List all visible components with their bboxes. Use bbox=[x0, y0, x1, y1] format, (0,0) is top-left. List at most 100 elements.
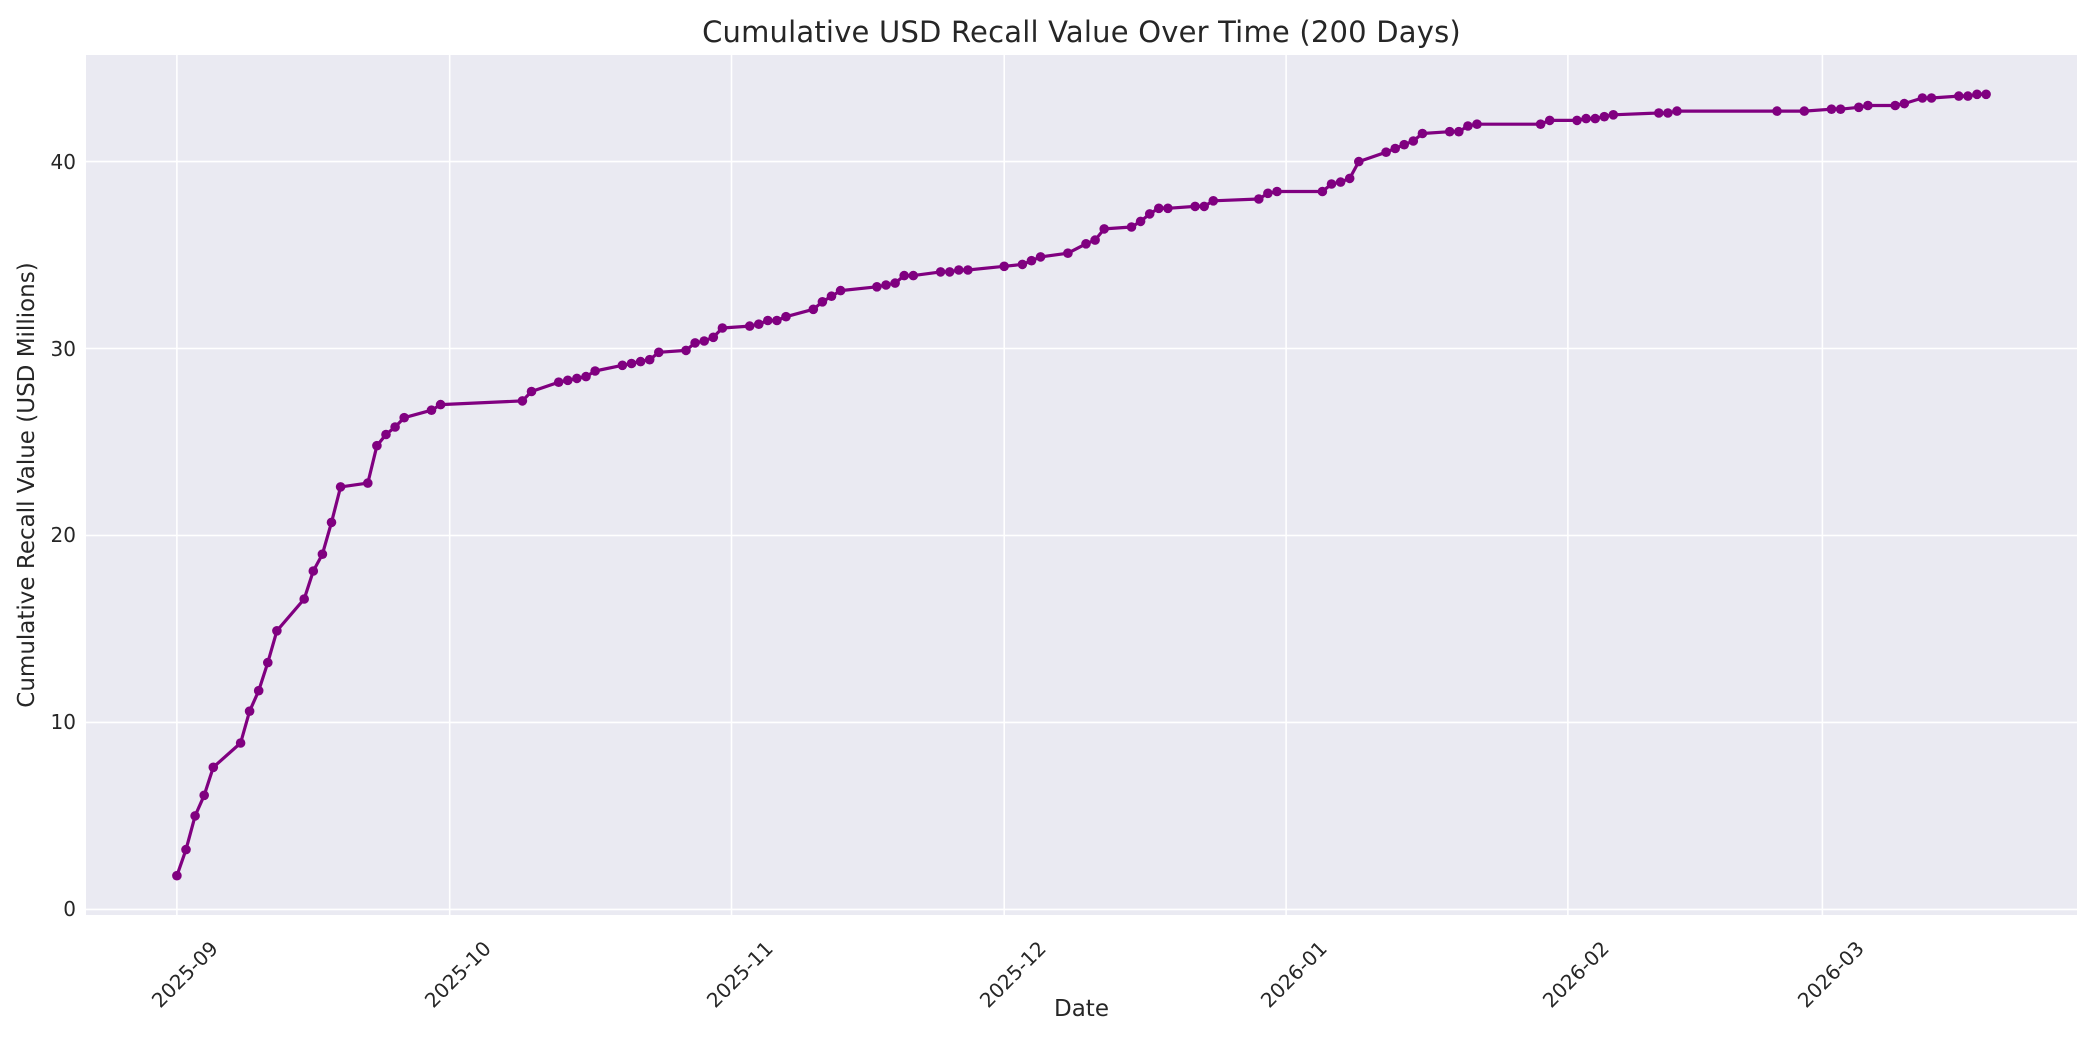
x-axis-label: Date bbox=[1054, 996, 1109, 1022]
data-point bbox=[1326, 179, 1337, 189]
data-point bbox=[1017, 259, 1028, 270]
data-point bbox=[1444, 126, 1455, 137]
data-point bbox=[699, 336, 709, 346]
data-point bbox=[363, 478, 373, 488]
data-point bbox=[317, 549, 328, 559]
data-point bbox=[954, 265, 964, 275]
data-point bbox=[1590, 113, 1600, 124]
data-point bbox=[1917, 93, 1928, 103]
data-point bbox=[1035, 252, 1046, 262]
data-point bbox=[635, 356, 646, 367]
data-point bbox=[1954, 91, 1964, 101]
y-tick-label: 30 bbox=[50, 336, 76, 361]
data-point bbox=[1081, 239, 1091, 249]
data-point bbox=[744, 321, 755, 331]
data-point bbox=[1208, 196, 1219, 206]
data-point bbox=[690, 338, 700, 348]
data-point bbox=[1254, 194, 1264, 204]
data-point bbox=[890, 278, 900, 288]
data-point bbox=[381, 429, 391, 440]
data-point bbox=[1535, 119, 1546, 129]
data-point bbox=[244, 706, 255, 716]
data-point bbox=[263, 657, 273, 668]
data-point bbox=[1672, 106, 1682, 116]
data-point bbox=[1408, 136, 1419, 146]
data-point bbox=[1063, 248, 1073, 258]
data-point bbox=[1399, 139, 1409, 150]
data-point bbox=[935, 267, 946, 277]
data-point bbox=[590, 366, 600, 376]
data-point bbox=[553, 377, 564, 388]
data-point bbox=[1417, 128, 1428, 139]
y-tick-label: 10 bbox=[50, 710, 76, 735]
data-point bbox=[781, 311, 791, 322]
data-point bbox=[881, 280, 891, 290]
data-point bbox=[1572, 115, 1582, 126]
data-point bbox=[1335, 177, 1346, 187]
data-point bbox=[1772, 106, 1782, 116]
y-tick-label: 40 bbox=[50, 149, 76, 174]
data-point bbox=[681, 345, 691, 356]
data-point bbox=[999, 261, 1009, 272]
data-point bbox=[1926, 93, 1937, 103]
data-point bbox=[581, 371, 591, 382]
data-point bbox=[763, 315, 773, 326]
data-point bbox=[517, 396, 528, 406]
data-point bbox=[626, 358, 637, 369]
data-point bbox=[708, 332, 719, 343]
data-point bbox=[1663, 108, 1673, 118]
data-point bbox=[1463, 121, 1473, 131]
data-point bbox=[1581, 113, 1591, 124]
data-point bbox=[390, 422, 400, 432]
data-point bbox=[1899, 98, 1910, 109]
data-point bbox=[1599, 111, 1610, 122]
data-point bbox=[1381, 147, 1391, 157]
data-point bbox=[1317, 186, 1328, 197]
data-point bbox=[1199, 201, 1209, 212]
data-line bbox=[175, 92, 1988, 878]
data-point bbox=[1472, 119, 1482, 129]
data-point bbox=[1272, 186, 1282, 197]
data-point bbox=[326, 517, 337, 528]
data-point bbox=[1190, 201, 1200, 212]
data-point bbox=[426, 405, 437, 416]
data-point bbox=[399, 412, 410, 423]
data-point bbox=[253, 685, 264, 696]
data-point bbox=[826, 291, 837, 302]
data-point bbox=[235, 738, 246, 748]
data-point bbox=[1835, 104, 1846, 114]
data-point bbox=[190, 811, 200, 821]
data-point bbox=[617, 360, 628, 371]
plot-area bbox=[86, 55, 2077, 915]
data-point bbox=[1390, 143, 1400, 154]
data-point bbox=[1826, 104, 1837, 114]
data-point bbox=[899, 270, 909, 281]
data-point bbox=[1154, 203, 1164, 214]
data-point bbox=[1890, 100, 1900, 111]
data-point bbox=[772, 315, 782, 326]
data-point bbox=[872, 282, 882, 292]
data-point bbox=[808, 304, 819, 315]
data-point bbox=[1863, 100, 1873, 111]
data-point bbox=[1608, 110, 1619, 120]
data-point bbox=[1099, 224, 1109, 234]
data-point bbox=[817, 297, 828, 307]
data-point bbox=[1799, 106, 1810, 116]
data-point bbox=[944, 267, 955, 277]
data-point bbox=[654, 347, 664, 358]
data-point bbox=[1972, 89, 1982, 100]
data-point bbox=[835, 285, 846, 296]
data-point bbox=[644, 354, 655, 365]
data-point bbox=[272, 626, 282, 636]
data-point bbox=[1344, 173, 1355, 184]
data-point bbox=[335, 482, 346, 492]
data-point bbox=[1654, 108, 1664, 118]
data-point bbox=[308, 566, 319, 576]
data-point bbox=[1544, 115, 1555, 126]
data-point bbox=[717, 323, 728, 333]
data-point bbox=[172, 870, 182, 881]
data-point bbox=[963, 265, 973, 275]
y-tick-label: 0 bbox=[63, 897, 76, 922]
